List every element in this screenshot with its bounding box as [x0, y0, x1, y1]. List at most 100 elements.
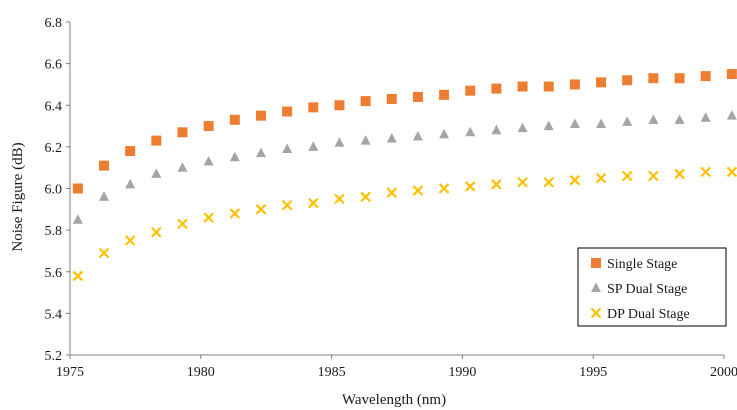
data-point-single-stage — [386, 94, 397, 105]
data-point-dp-dual-stage — [229, 208, 241, 219]
legend-label-dp-dual-stage: DP Dual Stage — [607, 307, 690, 322]
data-point-dp-dual-stage — [177, 218, 188, 230]
data-point-sp-dual-stage — [726, 110, 737, 120]
data-point-dp-dual-stage — [517, 176, 528, 188]
data-point-single-stage — [177, 127, 188, 138]
y-tick-label: 6.2 — [45, 141, 63, 156]
data-point-dp-dual-stage — [255, 204, 267, 215]
data-point-sp-dual-stage — [308, 141, 319, 151]
y-tick-label: 6.0 — [45, 183, 63, 198]
data-point-dp-dual-stage — [464, 181, 476, 192]
data-point-sp-dual-stage — [282, 143, 293, 153]
data-point-single-stage — [726, 69, 737, 80]
legend-label-single-stage: Single Stage — [607, 257, 677, 272]
legend-box — [577, 247, 727, 327]
data-point-single-stage — [72, 183, 83, 194]
y-tick-label: 6.4 — [45, 99, 63, 114]
data-point-dp-dual-stage — [360, 191, 371, 203]
x-tick-label: 1975 — [56, 365, 84, 380]
data-point-sp-dual-stage — [465, 126, 476, 137]
data-point-single-stage — [569, 79, 580, 90]
x-tick-label: 1980 — [187, 365, 215, 380]
data-point-dp-dual-stage — [203, 212, 214, 223]
data-point-single-stage — [674, 73, 685, 84]
data-point-sp-dual-stage — [334, 137, 345, 147]
series-sp-dual-stage — [72, 110, 737, 224]
y-tick-label: 6.8 — [45, 16, 63, 31]
data-point-sp-dual-stage — [229, 151, 240, 162]
axes: 5.2 5.4 5.6 5.8 6.0 6.2 6.4 6.6 6.8 1975 1980 1985 1… — [45, 16, 737, 380]
data-point-single-stage — [622, 75, 633, 86]
series-dp-dual-stage — [72, 166, 737, 282]
data-point-single-stage — [517, 81, 528, 92]
data-point-single-stage — [439, 89, 450, 100]
data-point-sp-dual-stage — [543, 120, 554, 131]
data-point-dp-dual-stage — [438, 183, 450, 194]
data-point-dp-dual-stage — [334, 193, 345, 205]
y-tick-label: 5.8 — [45, 224, 63, 239]
legend: Single Stage SP Dual Stage DP Dual Stage — [577, 247, 727, 327]
data-point-single-stage — [543, 81, 554, 92]
y-axis-title: Noise Figure (dB) — [10, 142, 26, 251]
data-point-dp-dual-stage — [726, 166, 737, 178]
data-point-sp-dual-stage — [596, 118, 607, 128]
data-point-single-stage — [648, 73, 659, 84]
data-point-sp-dual-stage — [360, 135, 371, 145]
data-point-dp-dual-stage — [281, 199, 293, 211]
data-point-sp-dual-stage — [412, 130, 423, 141]
data-point-single-stage — [465, 85, 476, 96]
data-point-single-stage — [334, 100, 345, 111]
data-point-sp-dual-stage — [700, 112, 711, 122]
data-point-sp-dual-stage — [203, 155, 214, 166]
data-point-dp-dual-stage — [386, 187, 398, 198]
data-point-single-stage — [151, 135, 162, 146]
legend-marker-dp-dual-stage — [590, 307, 602, 319]
data-point-dp-dual-stage — [124, 235, 136, 246]
data-point-single-stage — [125, 146, 136, 157]
data-point-sp-dual-stage — [569, 118, 580, 128]
data-point-sp-dual-stage — [622, 116, 633, 126]
data-point-single-stage — [491, 83, 502, 94]
data-point-dp-dual-stage — [700, 166, 711, 178]
x-tick-label: 1995 — [579, 365, 607, 380]
data-point-dp-dual-stage — [491, 179, 502, 190]
data-point-single-stage — [99, 160, 110, 171]
series-single-stage — [72, 69, 737, 194]
data-point-sp-dual-stage — [386, 133, 397, 143]
legend-label-sp-dual-stage: SP Dual Stage — [607, 282, 687, 297]
legend-items: Single Stage SP Dual Stage DP Dual Stage — [590, 257, 690, 322]
data-point-dp-dual-stage — [308, 197, 319, 209]
y-tick-label: 5.4 — [45, 307, 63, 322]
data-point-dp-dual-stage — [595, 172, 607, 184]
x-tick-label: 2000 — [710, 365, 737, 380]
data-point-dp-dual-stage — [412, 185, 424, 196]
data-point-dp-dual-stage — [674, 168, 685, 180]
data-point-sp-dual-stage — [648, 114, 659, 124]
series-layer — [72, 69, 737, 282]
data-point-dp-dual-stage — [543, 176, 555, 188]
data-point-sp-dual-stage — [517, 122, 528, 133]
data-point-dp-dual-stage — [98, 247, 110, 259]
data-point-single-stage — [596, 77, 607, 88]
data-point-single-stage — [282, 106, 293, 117]
data-point-sp-dual-stage — [72, 214, 83, 224]
data-point-dp-dual-stage — [621, 170, 633, 182]
data-point-dp-dual-stage — [72, 270, 84, 282]
data-point-single-stage — [360, 96, 371, 107]
data-point-single-stage — [308, 102, 319, 113]
data-point-sp-dual-stage — [255, 147, 266, 158]
x-tick-label: 1990 — [448, 365, 476, 380]
data-point-single-stage — [700, 71, 711, 82]
data-point-sp-dual-stage — [151, 168, 162, 178]
data-point-single-stage — [255, 110, 266, 121]
y-tick-label: 6.6 — [45, 58, 63, 73]
data-point-sp-dual-stage — [439, 128, 450, 139]
legend-marker-single-stage — [591, 258, 601, 268]
data-point-sp-dual-stage — [674, 114, 685, 124]
data-point-dp-dual-stage — [648, 170, 659, 182]
data-point-dp-dual-stage — [151, 226, 162, 238]
x-axis-title: Wavelength (nm) — [342, 392, 446, 408]
y-tick-label: 5.2 — [45, 349, 63, 364]
